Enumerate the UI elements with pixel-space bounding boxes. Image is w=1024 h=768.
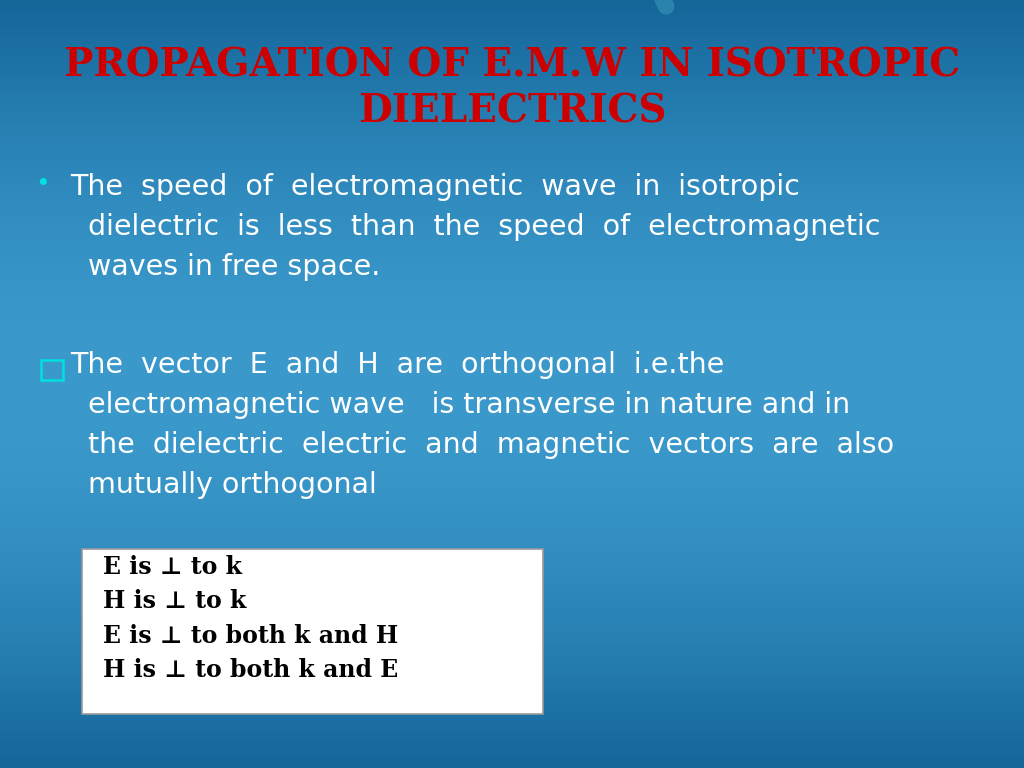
Text: •: • [36,172,50,197]
Text: H is ⊥ to both k and E: H is ⊥ to both k and E [103,658,398,683]
Text: The  speed  of  electromagnetic  wave  in  isotropic
  dielectric  is  less  tha: The speed of electromagnetic wave in iso… [70,173,881,281]
Text: DIELECTRICS: DIELECTRICS [357,92,667,131]
Text: H is ⊥ to k: H is ⊥ to k [103,589,247,614]
Text: The  vector  E  and  H  are  orthogonal  i.e.the
  electromagnetic wave   is tra: The vector E and H are orthogonal i.e.th… [70,351,894,499]
Text: E is ⊥ to both k and H: E is ⊥ to both k and H [103,624,398,648]
FancyBboxPatch shape [82,549,543,714]
Text: PROPAGATION OF E.M.W IN ISOTROPIC: PROPAGATION OF E.M.W IN ISOTROPIC [63,46,961,84]
Text: E is ⊥ to k: E is ⊥ to k [103,554,243,579]
